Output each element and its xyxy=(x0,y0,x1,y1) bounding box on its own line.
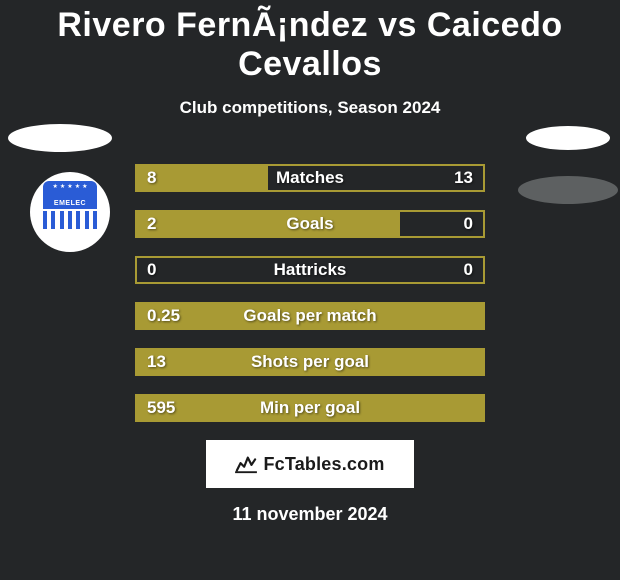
stat-value-right: 0 xyxy=(464,260,473,280)
stat-label: Hattricks xyxy=(137,260,483,280)
player-right-badge-2 xyxy=(518,176,618,204)
stats-bars: 8Matches132Goals00Hattricks00.25Goals pe… xyxy=(135,164,485,422)
club-crest: ★★★★★ EMELEC xyxy=(30,172,110,252)
stat-label: Goals xyxy=(137,214,483,234)
stat-label: Matches xyxy=(137,168,483,188)
crest-label: EMELEC xyxy=(54,200,86,207)
subtitle: Club competitions, Season 2024 xyxy=(10,98,610,118)
stat-value-right: 0 xyxy=(464,214,473,234)
page-title: Rivero FernÃ¡ndez vs Caicedo Cevallos xyxy=(10,6,610,84)
brand-text: FcTables.com xyxy=(263,454,384,475)
player-left-badge xyxy=(8,124,112,152)
stat-row: 13Shots per goal xyxy=(135,348,485,376)
stat-label: Goals per match xyxy=(137,306,483,326)
player-right-badge-1 xyxy=(526,126,610,150)
stat-row: 595Min per goal xyxy=(135,394,485,422)
brand-logo-icon xyxy=(235,454,257,474)
stat-row: 0.25Goals per match xyxy=(135,302,485,330)
stat-row: 2Goals0 xyxy=(135,210,485,238)
stat-row: 8Matches13 xyxy=(135,164,485,192)
brand-badge[interactable]: FcTables.com xyxy=(206,440,414,488)
date-label: 11 november 2024 xyxy=(10,504,610,525)
stat-label: Shots per goal xyxy=(137,352,483,372)
stat-value-right: 13 xyxy=(454,168,473,188)
comparison-widget: Rivero FernÃ¡ndez vs Caicedo Cevallos Cl… xyxy=(0,0,620,525)
stat-label: Min per goal xyxy=(137,398,483,418)
stat-row: 0Hattricks0 xyxy=(135,256,485,284)
